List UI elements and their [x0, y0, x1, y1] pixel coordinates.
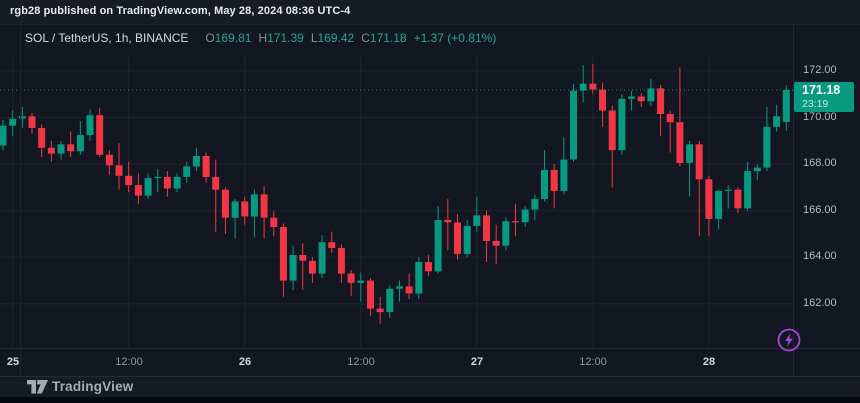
horizontal-gridlines — [0, 70, 794, 305]
price-axis-label: 172.00 — [803, 63, 837, 76]
ohlc-value: 169.81 — [214, 31, 252, 45]
time-axis-label: 25 — [6, 356, 20, 368]
price-axis-label: 170.00 — [803, 110, 837, 123]
time-axis-label: 27 — [470, 356, 484, 368]
ohlc-label: L — [310, 31, 318, 45]
ohlc-value: 171.39 — [267, 31, 304, 45]
time-axis-label: 12:00 — [347, 356, 375, 368]
candlestick-series — [0, 63, 790, 324]
time-axis[interactable]: 25 12:00 26 12:00 27 12:00 28 — [0, 349, 794, 377]
ohlc-value: 169.42 — [317, 31, 355, 45]
price-axis-divider — [793, 25, 794, 377]
current-price-value: 171.18 — [802, 83, 841, 98]
ohlc-label: O — [205, 31, 215, 45]
symbol-legend: SOL / TetherUS, 1h, BINANCE O169.81 H171.3… — [25, 31, 496, 45]
flash-button[interactable] — [776, 327, 802, 353]
price-axis-label: 164.00 — [803, 250, 837, 263]
bottom-bar — [0, 397, 860, 403]
ohlc-label: C — [361, 31, 370, 45]
price-axis-label: 162.00 — [803, 296, 837, 309]
price-axis-label: 166.00 — [803, 203, 837, 216]
time-axis-label: 26 — [238, 356, 252, 368]
footer: TradingView — [0, 377, 860, 397]
price-axis-label: 168.00 — [803, 157, 837, 170]
time-axis-label: 12:00 — [115, 356, 143, 368]
ohlc-values: O169.81 H171.39 L169.42 C171.18 — [198, 31, 406, 45]
time-axis-label: 12:00 — [579, 356, 607, 368]
change-value: +1.37 (+0.81%) — [413, 31, 497, 45]
price-axis[interactable]: 171.18 23:19 172.00 170.00 168.00 166.00 164… — [794, 25, 860, 348]
chart-pane[interactable] — [0, 56, 794, 348]
symbol-name[interactable]: SOL / TetherUS, 1h, BINANCE — [25, 31, 189, 45]
chart-card: SOL / TetherUS, 1h, BINANCE O169.81 H171.3… — [0, 24, 860, 377]
page-title: rgb28 published on TradingView.com, May … — [10, 5, 351, 17]
ohlc-value: 171.18 — [369, 31, 407, 45]
current-price-badge: 171.18 23:19 — [794, 82, 854, 113]
pane-left-divider — [20, 25, 21, 377]
bar-countdown: 23:19 — [802, 98, 829, 111]
ohlc-label: H — [258, 31, 268, 45]
tradingview-logo-icon[interactable] — [27, 380, 48, 394]
tradingview-logo-text[interactable]: TradingView — [52, 379, 134, 394]
time-axis-label: 28 — [702, 356, 716, 368]
time-axis-divider — [0, 348, 860, 349]
lightning-icon — [777, 328, 801, 352]
